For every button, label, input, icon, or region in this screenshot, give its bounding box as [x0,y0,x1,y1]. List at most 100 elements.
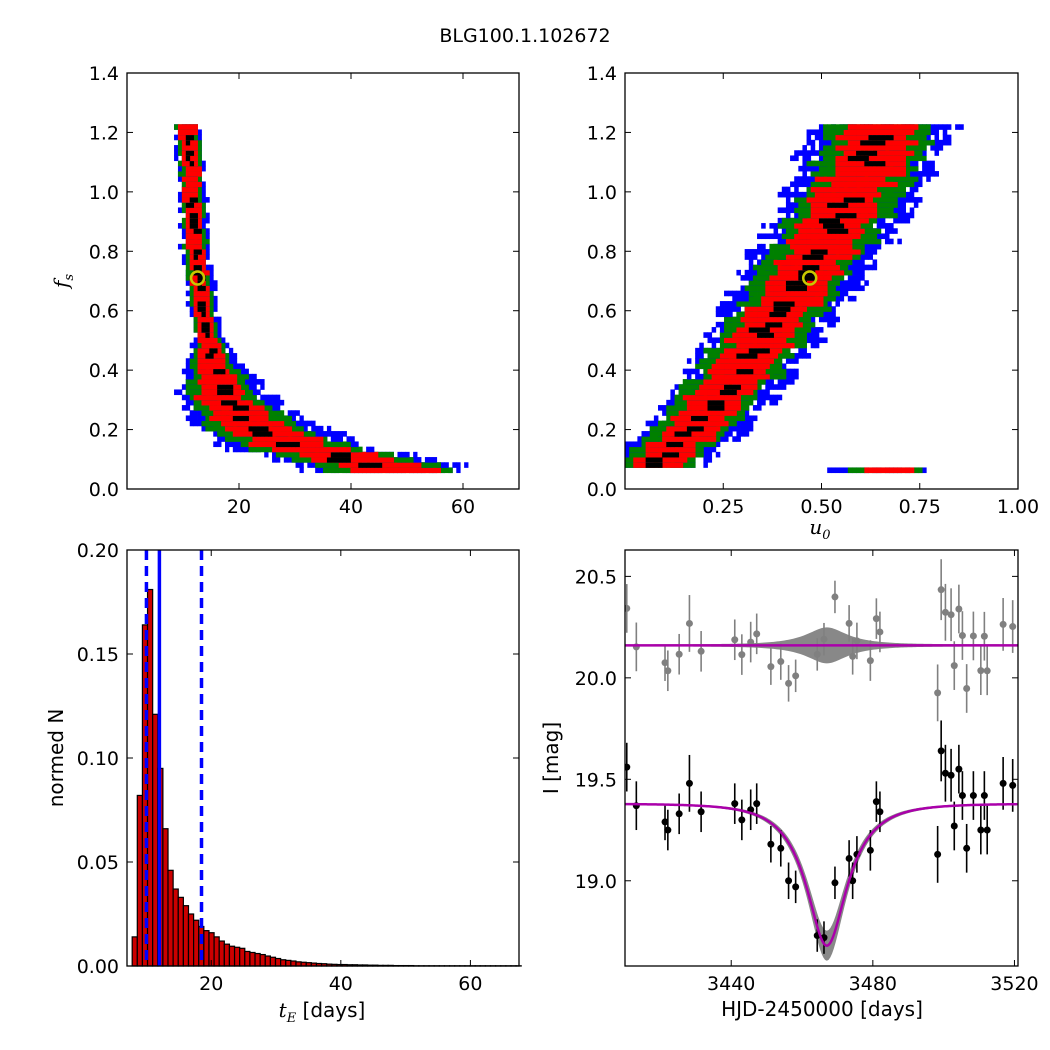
heat-cell [757,311,762,318]
heat-cell [682,420,688,427]
heat-cell [177,191,183,198]
heat-cell [851,264,857,271]
heat-cell [773,384,779,390]
heat-cell [201,332,206,338]
heat-cell [831,249,836,255]
heat-cell [393,462,398,468]
heat-cell [719,389,725,396]
heat-cell [209,275,214,281]
heat-cell [424,467,430,474]
heat-cell [366,457,371,463]
heat-cell [256,399,261,406]
heat-cell [761,394,766,401]
heat-cell [205,264,210,271]
heat-cell [256,415,261,422]
heat-cell [666,446,671,453]
heat-cell [189,223,195,229]
heat-cell [781,368,787,375]
heat-cell [831,290,836,297]
heat-cell [209,280,214,286]
heat-cell [385,457,391,463]
heat-cell [777,259,783,266]
heat-cell [213,353,218,359]
x-tick-label: 60 [451,496,475,518]
heat-cell [740,420,746,427]
heat-cell [236,441,242,448]
heat-cell [279,441,285,448]
heat-cell [197,394,202,401]
heat-cell [354,446,359,453]
heat-cell [181,145,187,151]
heat-cell [221,420,226,427]
heat-cell [798,306,803,312]
heat-cell [736,436,741,442]
heat-cell [757,269,762,276]
heat-cell [856,467,861,474]
heat-cell [831,295,836,302]
heat-cell [781,249,787,255]
heat-cell [831,254,836,260]
heat-cell [884,233,890,240]
heat-cell [732,290,737,297]
heat-cell [752,280,758,286]
heat-cell [256,436,261,442]
heat-cell [193,410,198,416]
heat-cell [773,254,779,260]
heat-cell [346,446,351,453]
heat-cell [798,249,803,255]
heat-cell [299,436,304,442]
heat-cell [744,316,750,323]
heat-cell [201,243,206,250]
heat-cell [228,441,234,448]
heat-cell [228,431,234,437]
heat-cell [358,462,363,468]
heat-cell [637,441,642,448]
heat-cell [299,467,304,474]
heat-cell [197,358,202,364]
heat-cell [777,384,783,390]
heat-cell [197,249,202,255]
heat-cell [248,441,253,448]
heat-cell [699,353,704,359]
heat-cell [189,150,195,156]
heat-cell [291,420,296,427]
heat-cell [765,249,770,255]
heat-cell [851,228,857,234]
heat-cell [835,249,840,255]
heat-cell [736,290,741,297]
heat-cell [264,399,269,406]
heat-cell [794,228,799,234]
heat-cell [185,233,191,240]
heat-cell [703,332,708,338]
heat-cell [740,405,746,411]
heat-cell [880,467,886,474]
heat-cell [201,368,206,375]
heat-cell [790,228,795,234]
heat-cell [818,275,824,281]
heat-cell [794,321,799,328]
heat-cell [724,373,729,380]
heat-cell [715,368,721,375]
heat-cell [456,462,461,468]
heat-cell [777,373,783,380]
heat-cell [252,425,257,432]
heat-cell [436,462,441,468]
heat-cell [193,155,198,162]
heat-cell [373,462,379,468]
heat-cell [740,347,746,354]
heat-cell [769,264,774,271]
heat-cell [189,368,195,375]
heat-cell [205,311,210,318]
heat-cell [678,436,684,442]
heat-cell [831,316,836,323]
heat-cell [691,384,696,390]
heat-cell [225,373,230,380]
heat-cell [769,311,774,318]
heat-cell [185,176,191,182]
heat-cell [856,280,861,286]
heat-cell [806,337,812,344]
heat-cell [761,306,766,312]
heat-cell [843,290,849,297]
heat-cell [311,462,316,468]
heat-cell [221,431,226,437]
